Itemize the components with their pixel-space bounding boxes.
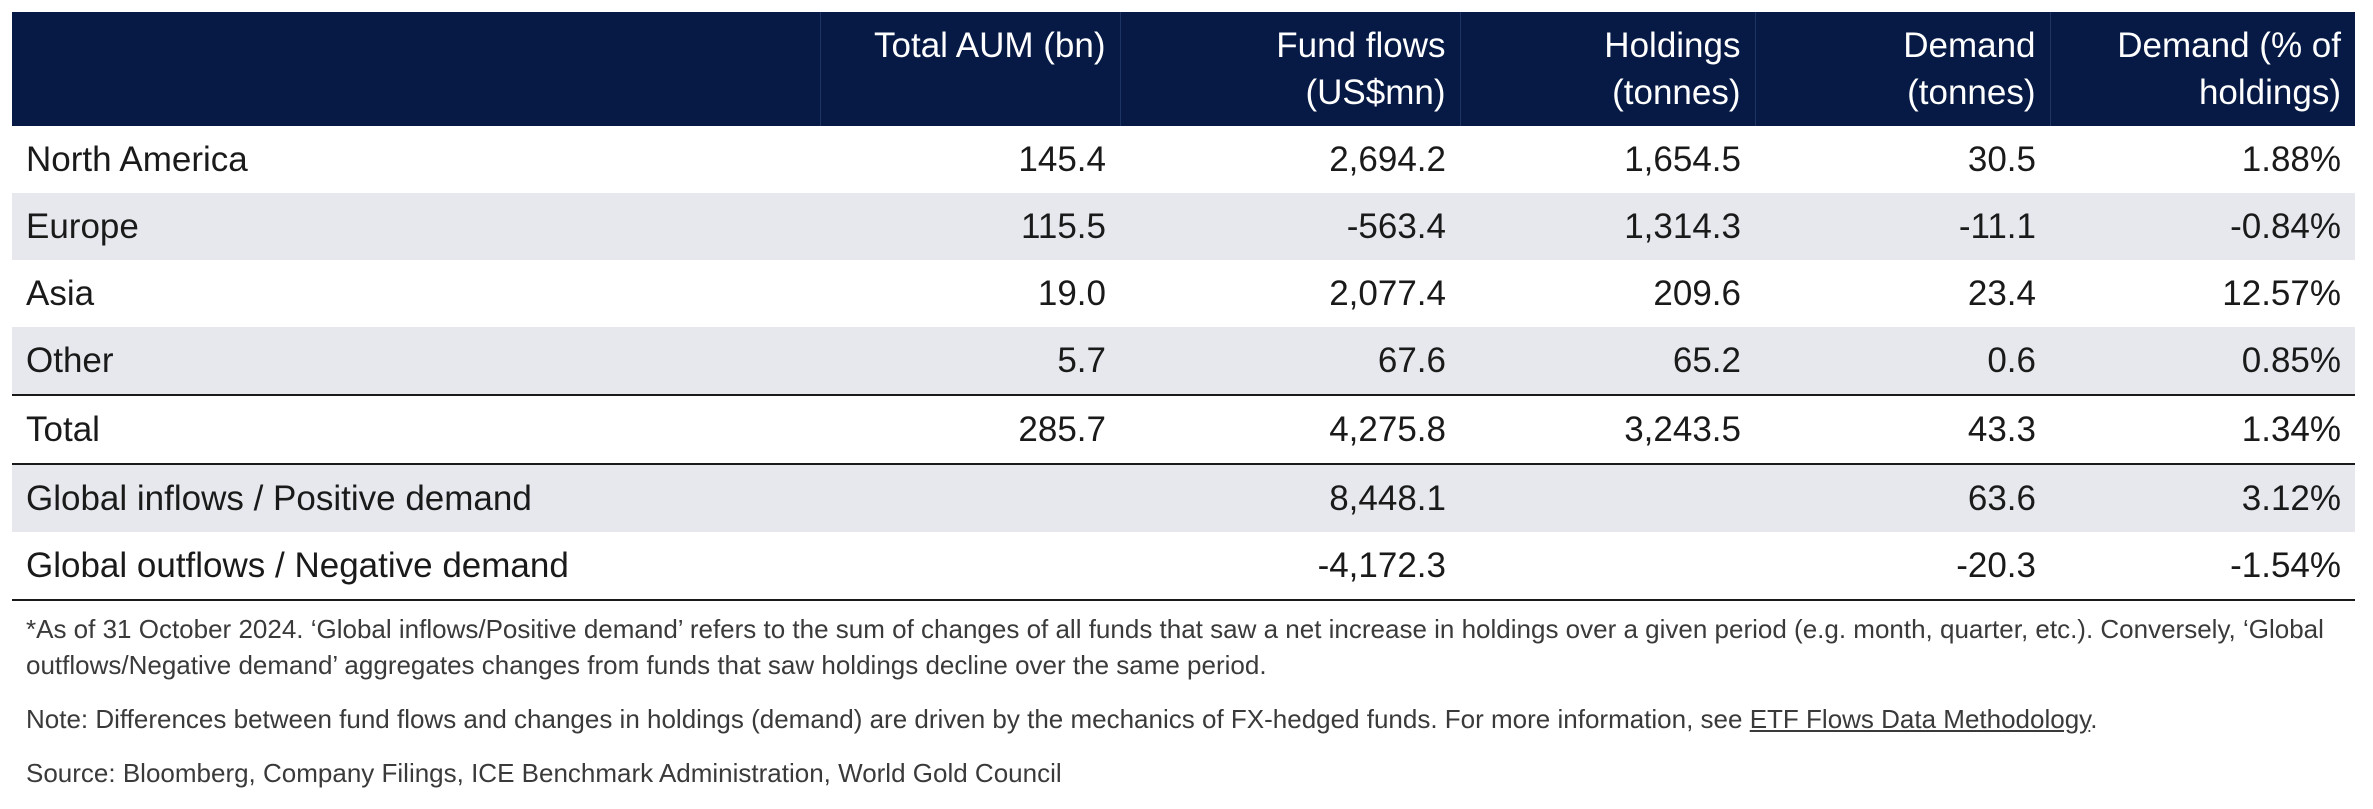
table-row-other: Other 5.7 67.6 65.2 0.6 0.85% — [12, 327, 2355, 395]
header-holdings-line1: Holdings — [1604, 26, 1741, 65]
table-row-global-outflows: Global outflows / Negative demand -4,172… — [12, 532, 2355, 601]
holdings-cell: 3,243.5 — [1460, 394, 1755, 464]
total-aum-cell: 145.4 — [1018, 139, 1106, 179]
total-aum-cell: 285.7 — [820, 394, 1120, 464]
demand-cell: 0.6 — [1987, 340, 2036, 380]
header-region — [12, 12, 820, 126]
header-fund-flows-line1: Fund flows — [1276, 26, 1446, 65]
demand-pct-cell: 0.85% — [2241, 340, 2341, 380]
source-note: Source: Bloomberg, Company Filings, ICE … — [26, 758, 1062, 788]
header-total-aum: Total AUM (bn) — [819, 12, 1120, 126]
demand-cell: 63.6 — [1755, 463, 2050, 532]
demand-pct-cell: -1.54% — [2050, 532, 2355, 601]
region-label: Asia — [26, 273, 95, 313]
total-aum-cell — [820, 532, 1120, 601]
etf-flows-table: Total AUM (bn) Fund flows (US$mn) Holdin… — [12, 12, 2355, 601]
demand-cell: -20.3 — [1755, 532, 2050, 601]
header-demand: Demand (tonnes) — [1754, 12, 2050, 126]
holdings-cell: 1,654.5 — [1624, 139, 1741, 179]
header-fund-flows-line2: (US$mn) — [1305, 73, 1446, 112]
table-header-row: Total AUM (bn) Fund flows (US$mn) Holdin… — [12, 12, 2355, 126]
holdings-cell: 209.6 — [1653, 273, 1741, 313]
total-aum-cell — [820, 463, 1120, 532]
fund-flows-cell: 4,275.8 — [1120, 394, 1460, 464]
header-demand-line1: Demand — [1903, 26, 2036, 65]
demand-cell: 43.3 — [1755, 394, 2050, 464]
demand-cell: -11.1 — [1958, 206, 2036, 246]
region-label: Global outflows / Negative demand — [12, 532, 820, 601]
etf-methodology-link[interactable]: ETF Flows Data Methodology — [1749, 704, 2091, 734]
fund-flows-cell: 2,077.4 — [1329, 273, 1446, 313]
etf-flows-table-container: Total AUM (bn) Fund flows (US$mn) Holdin… — [12, 12, 2355, 809]
methodology-note: Note: Differences between fund flows and… — [26, 701, 2355, 737]
total-aum-cell: 115.5 — [1021, 206, 1106, 246]
header-demand-pct: Demand (% of holdings) — [2049, 12, 2355, 126]
region-label: Europe — [26, 206, 139, 246]
table-row-asia: Asia 19.0 2,077.4 209.6 23.4 12.57% — [12, 260, 2355, 327]
header-holdings-line2: (tonnes) — [1612, 73, 1741, 112]
demand-pct-cell: 1.88% — [2241, 139, 2341, 179]
region-label: Global inflows / Positive demand — [12, 463, 820, 532]
holdings-cell: 65.2 — [1672, 340, 1741, 380]
demand-pct-cell: 12.57% — [2222, 273, 2341, 313]
fund-flows-cell: 2,694.2 — [1329, 139, 1446, 179]
table-row-north-america: North America 145.4 2,694.2 1,654.5 30.5… — [12, 126, 2355, 193]
fund-flows-cell: 67.6 — [1377, 340, 1446, 380]
note-suffix: . — [2090, 704, 2098, 734]
fund-flows-cell: -4,172.3 — [1120, 532, 1460, 601]
header-fund-flows: Fund flows (US$mn) — [1119, 12, 1460, 126]
fund-flows-cell: -563.4 — [1346, 206, 1446, 246]
demand-pct-cell: 1.34% — [2050, 394, 2355, 464]
total-aum-cell: 19.0 — [1037, 273, 1106, 313]
header-demand-pct-line1: Demand (% of — [2117, 26, 2341, 65]
region-label: North America — [26, 139, 248, 179]
total-aum-cell: 5.7 — [1057, 340, 1106, 380]
header-holdings: Holdings (tonnes) — [1459, 12, 1755, 126]
demand-cell: 23.4 — [1967, 273, 2036, 313]
table-notes: *As of 31 October 2024. ‘Global inflows/… — [12, 611, 2355, 791]
region-label: Total — [12, 394, 820, 464]
holdings-cell — [1460, 463, 1755, 532]
demand-cell: 30.5 — [1967, 139, 2036, 179]
demand-pct-cell: -0.84% — [2230, 206, 2341, 246]
table-row-global-inflows: Global inflows / Positive demand 8,448.1… — [12, 463, 2355, 532]
note-text: Note: Differences between fund flows and… — [26, 704, 1750, 734]
holdings-cell: 1,314.3 — [1624, 206, 1741, 246]
demand-pct-cell: 3.12% — [2050, 463, 2355, 532]
header-demand-line2: (tonnes) — [1907, 73, 2036, 112]
region-label: Other — [26, 340, 114, 380]
holdings-cell — [1460, 532, 1755, 601]
header-demand-pct-line2: holdings) — [2198, 73, 2341, 112]
table-row-europe: Europe 115.5 -563.4 1,314.3 -11.1 -0.84% — [12, 193, 2355, 260]
table-row-total: Total 285.7 4,275.8 3,243.5 43.3 1.34% — [12, 394, 2355, 464]
footnote: *As of 31 October 2024. ‘Global inflows/… — [26, 614, 2324, 680]
header-total-aum-line1: Total AUM (bn) — [874, 26, 1106, 65]
fund-flows-cell: 8,448.1 — [1120, 463, 1460, 532]
